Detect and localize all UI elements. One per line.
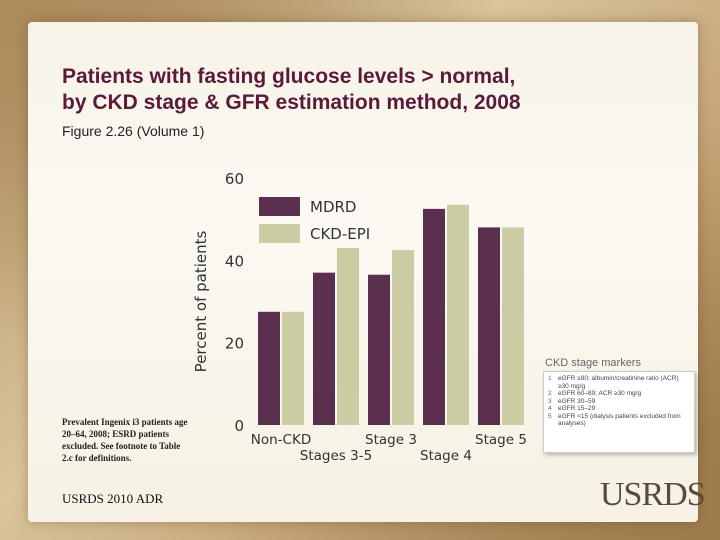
ckd-marker-item: 1 eGFR ≥90; albumin/creatinine ratio (ACR… xyxy=(548,375,690,390)
ckd-marker-number: 2 xyxy=(548,390,552,397)
title-line-2: by CKD stage & GFR estimation method, 20… xyxy=(62,91,521,114)
legend-label-ckd-epi: CKD-EPI xyxy=(310,225,370,243)
bar-mdrd-non-ckd xyxy=(258,311,280,425)
ckd-marker-item: 5 eGFR <15 (dialysis patients excluded fr… xyxy=(548,413,690,428)
x-tick-label: Stage 3 xyxy=(365,432,417,448)
x-tick-label: Stages 3-5 xyxy=(300,448,372,464)
figure-subtitle: Figure 2.26 (Volume 1) xyxy=(62,123,205,139)
ckd-marker-number: 1 xyxy=(548,375,552,382)
y-tick-label: 0 xyxy=(234,417,244,435)
title-line-1: Patients with fasting glucose levels > n… xyxy=(62,65,516,88)
bar-mdrd-stage-5 xyxy=(478,227,500,425)
bar-ckd-epi-stage-3 xyxy=(392,250,414,425)
slide-title: Patients with fasting glucose levels > n… xyxy=(62,64,702,116)
source-label: USRDS 2010 ADR xyxy=(62,491,164,506)
ckd-stage-markers: CKD stage markers 1 eGFR ≥90; albumin/cre… xyxy=(543,357,695,461)
ckd-marker-number: 4 xyxy=(548,405,552,412)
ckd-marker-text: eGFR <15 (dialysis patients excluded fro… xyxy=(558,412,681,428)
ckd-marker-number: 5 xyxy=(548,412,552,420)
x-tick-label: Stage 5 xyxy=(475,432,527,448)
y-tick-label: 60 xyxy=(225,170,244,188)
ckd-marker-item: 4 eGFR 15–29 xyxy=(548,405,690,413)
ckd-markers-title: CKD stage markers xyxy=(545,357,641,369)
bar-ckd-epi-stages-3-5 xyxy=(337,247,359,425)
y-tick-label: 40 xyxy=(225,252,244,270)
legend-swatch-mdrd xyxy=(259,197,300,216)
ckd-marker-number: 3 xyxy=(548,397,552,405)
ckd-marker-text: eGFR 30–59 xyxy=(558,397,596,405)
x-tick-label: Non-CKD xyxy=(251,432,311,448)
bar-mdrd-stage-4 xyxy=(423,208,445,425)
y-tick-label: 20 xyxy=(225,335,244,353)
ckd-marker-text: eGFR ≥90; albumin/creatinine ratio (ACR)… xyxy=(558,375,679,390)
legend-label-mdrd: MDRD xyxy=(310,198,356,216)
legend-swatch-ckd-epi xyxy=(259,224,300,243)
bar-mdrd-stage-3 xyxy=(368,274,390,425)
bar-ckd-epi-stage-4 xyxy=(447,204,469,425)
ckd-marker-text: eGFR 60–89; ACR ≥30 mg/g xyxy=(558,390,642,397)
usrds-logo: USRDS xyxy=(600,476,706,513)
ckd-markers-box: 1 eGFR ≥90; albumin/creatinine ratio (ACR… xyxy=(543,371,695,453)
ckd-marker-text: eGFR 15–29 xyxy=(558,405,596,412)
bar-mdrd-stages-3-5 xyxy=(313,272,335,425)
y-axis-label: Percent of patients xyxy=(192,231,210,373)
bar-ckd-epi-stage-5 xyxy=(502,227,524,425)
x-tick-label: Stage 4 xyxy=(420,448,472,464)
ckd-marker-item: 2 eGFR 60–89; ACR ≥30 mg/g xyxy=(548,390,690,398)
ckd-marker-item: 3 eGFR 30–59 xyxy=(548,398,690,406)
bar-ckd-epi-non-ckd xyxy=(282,311,304,425)
footnote: Prevalent Ingenix i3 patients age 20–64,… xyxy=(62,417,188,463)
